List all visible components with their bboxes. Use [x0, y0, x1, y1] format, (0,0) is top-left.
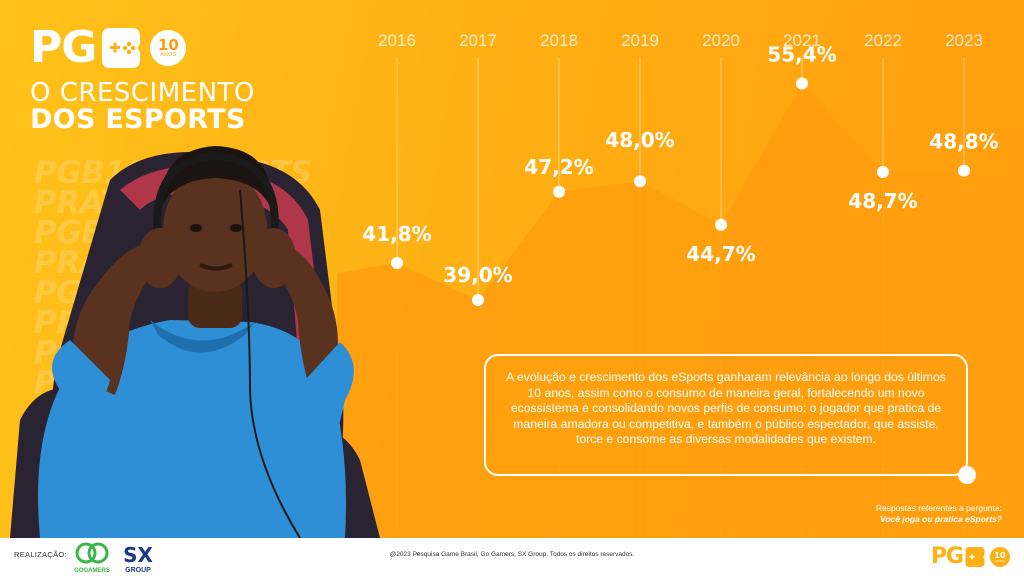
area-series: [337, 83, 1024, 538]
description-text: A evolução e crescimento dos eSports gan…: [506, 370, 946, 446]
realizacao-label: REALIZAÇÃO:: [14, 550, 67, 559]
data-point: [877, 165, 889, 178]
sx-group-logo: SX GROUP: [123, 543, 153, 574]
year-label: 2017: [459, 31, 497, 50]
copyright-text: @2023 Pesquisa Game Brasil, Go Gamers, S…: [389, 551, 635, 558]
sx-text: SX: [123, 543, 153, 567]
value-label: 48,8%: [929, 130, 998, 154]
badge-number-footer: 10: [994, 550, 1006, 560]
value-label: 48,7%: [848, 189, 917, 213]
gamepad-icon: [98, 26, 144, 70]
growth-chart: 2016 2017 2018 2019 2020 2021 2022 2023 41,8% 39…: [337, 31, 1024, 538]
value-label: 47,2%: [524, 155, 593, 179]
data-point: [472, 294, 484, 306]
year-label: 2023: [945, 31, 983, 50]
year-label: 2016: [378, 31, 416, 50]
title-line1: O CRESCIMENTO: [30, 78, 255, 108]
logo-text: PG: [30, 22, 97, 73]
data-point: [796, 77, 808, 90]
gamer-illustration: [10, 146, 380, 538]
data-point: [553, 185, 565, 198]
gogamers-text: GOGAMERS: [74, 568, 110, 574]
footer: REALIZAÇÃO: GOGAMERS SX GROUP @2023 Pesq…: [0, 538, 1024, 576]
badge-sub-footer: ANOS: [994, 558, 1006, 563]
title-line2: DOS ESPORTS: [30, 104, 246, 135]
value-label: 41,8%: [362, 222, 431, 246]
value-label: 55,4%: [767, 43, 836, 67]
chart-area: [337, 83, 1024, 538]
data-point: [391, 257, 403, 270]
year-label: 2020: [702, 31, 740, 50]
description-box: A evolução e crescimento dos eSports gan…: [484, 354, 968, 476]
gogamers-logo: GOGAMERS: [74, 542, 110, 574]
data-point: [715, 218, 727, 231]
survey-note-line: Respostas referentes a pergunta:: [875, 503, 1002, 513]
pgb-logo: PG 10 ANOS: [30, 22, 187, 74]
badge-number: 10: [157, 36, 179, 54]
ten-years-badge-footer: 10 ANOS: [990, 547, 1010, 567]
survey-note: Respostas referentes a pergunta: Você jo…: [876, 503, 1002, 525]
data-point: [958, 164, 970, 177]
ten-years-badge: 10 ANOS: [150, 30, 187, 66]
badge-sub: ANOS: [160, 52, 177, 58]
chart-year-labels: 2016 2017 2018 2019 2020 2021 2022 2023: [378, 31, 983, 50]
value-label: 44,7%: [686, 242, 755, 266]
data-point: [634, 175, 646, 188]
chart-value-labels: 41,8% 39,0% 47,2% 48,0% 44,7% 55,4% 48,7% 48,8%: [362, 43, 998, 287]
survey-question: Você joga ou pratica eSports?: [879, 514, 1002, 524]
description-marker: [958, 466, 976, 484]
year-label: 2022: [864, 31, 902, 50]
gamepad-icon-footer: [965, 547, 985, 567]
slide: PGB10 ESPORTSPRATICANTESPGB10 ESPORTSPRA…: [0, 0, 1024, 538]
logo-text-footer: PG: [930, 544, 964, 569]
year-label: 2019: [621, 31, 659, 50]
pgb-logo-footer: PG 10 ANOS: [931, 542, 1010, 572]
value-label: 39,0%: [443, 263, 512, 287]
value-label: 48,0%: [605, 128, 674, 152]
chart-points: [391, 77, 970, 306]
year-label: 2021: [783, 31, 821, 50]
year-label: 2018: [540, 31, 578, 50]
group-text: GROUP: [125, 567, 151, 574]
